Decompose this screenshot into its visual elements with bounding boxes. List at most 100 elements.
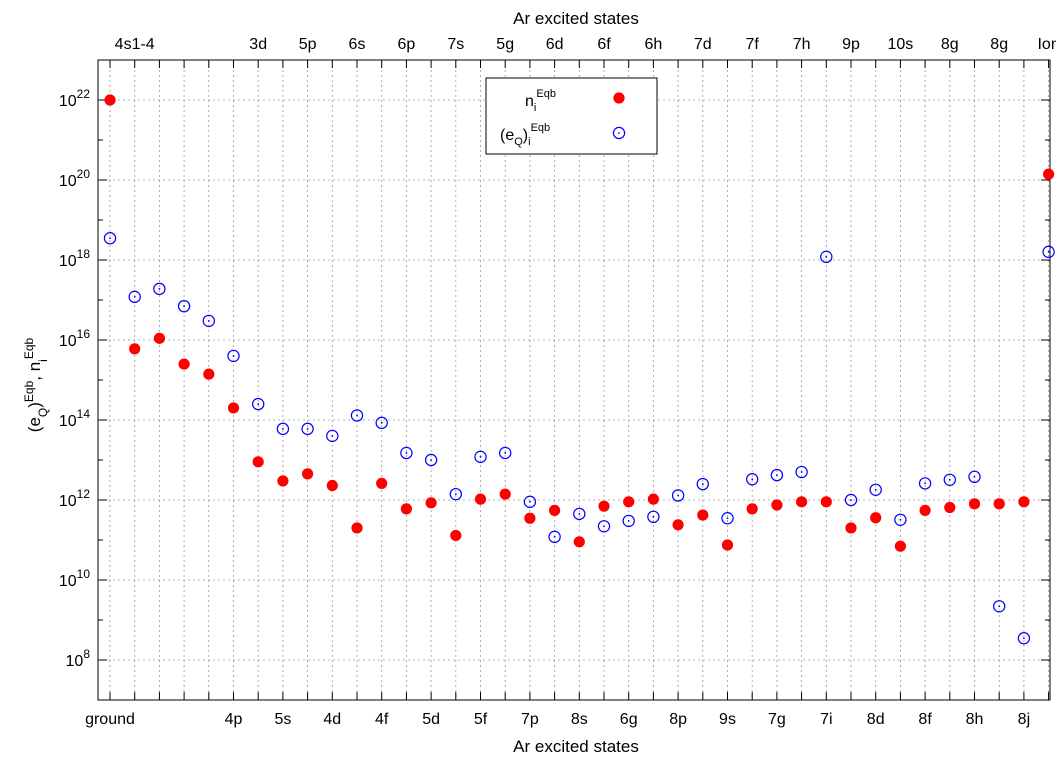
data-point-n [968, 498, 981, 510]
data-point-n [104, 94, 116, 106]
data-point-e-center [751, 478, 754, 481]
data-point-e [894, 513, 907, 526]
bottom-tick-label: 9s [719, 711, 736, 728]
data-point-e-center [183, 305, 186, 308]
data-point-e [795, 465, 808, 479]
bottom-tick-label: 8s [571, 711, 588, 728]
top-tick-label: 7d [694, 36, 712, 53]
top-tick-labels: 4s1-4 3d 5p 6s 6p 7s 5g 6d 6f 6h 7d 7f 7h 9p 10s 8g 8g Io… [115, 36, 1056, 53]
data-point-n [919, 504, 931, 516]
data-point-e [252, 397, 265, 411]
data-point-e [622, 514, 635, 528]
data-point-n [598, 500, 610, 512]
data-point-e-center [109, 237, 111, 240]
data-point-e [153, 282, 166, 296]
data-point-e-center [380, 421, 383, 424]
data-point-e-center [726, 517, 729, 520]
data-point-e [647, 510, 660, 524]
top-tick-label: 6h [645, 36, 663, 53]
bottom-tick-labels: ground 4p 5s 4d 4f 5d 5f 7p 8s 6g 8p 9s 7g 7i 8d 8f 8h 8j [85, 711, 1030, 728]
top-tick-label: 5g [496, 36, 514, 53]
data-point-n [771, 499, 783, 511]
data-point-e [177, 299, 191, 313]
grid-lines [98, 60, 1050, 700]
data-point-n [425, 497, 437, 509]
top-tick-label: 6s [349, 36, 366, 53]
data-point-e-center [504, 452, 507, 454]
data-point-e [449, 487, 462, 501]
series-n-eqb [104, 94, 1055, 552]
data-point-n [746, 503, 758, 515]
data-point-e-center [133, 295, 136, 298]
data-point-e-center [973, 475, 976, 478]
data-point-e [696, 477, 710, 491]
y-tick-label: 1020 [59, 167, 90, 190]
bottom-tick-label: 8f [918, 711, 932, 728]
data-point-e [844, 493, 858, 507]
data-point-e [671, 489, 685, 502]
data-point-e [770, 468, 784, 482]
top-tick-label: 7f [746, 36, 760, 53]
data-point-e-center [356, 414, 358, 417]
bottom-tick-label: 4f [375, 711, 389, 728]
series-eq-eqb [103, 232, 1055, 645]
data-point-e [128, 290, 141, 304]
data-point-n [1018, 496, 1030, 508]
data-point-e-center [430, 459, 432, 461]
data-point-e [375, 416, 388, 430]
data-point-n [623, 496, 635, 508]
data-point-n [721, 539, 734, 551]
data-point-n [894, 540, 907, 552]
bottom-tick-label: 8p [669, 711, 687, 728]
data-point-n [376, 477, 388, 490]
bottom-tick-label: 5d [422, 711, 440, 728]
legend-marker-e [612, 126, 626, 140]
top-tick-label: 7s [447, 36, 464, 53]
data-point-n [993, 498, 1005, 510]
data-point-n [129, 343, 141, 355]
data-point-e [400, 446, 413, 460]
top-tick-label: 6p [398, 36, 416, 53]
data-point-e-center [232, 355, 235, 357]
data-point-e-center [627, 520, 630, 522]
top-tick-label: 6f [597, 36, 611, 53]
data-point-e [1017, 632, 1031, 645]
data-point-e-center [553, 535, 556, 538]
data-point-n [450, 529, 462, 542]
data-point-e [202, 314, 215, 328]
data-point-e [227, 349, 240, 363]
data-point-n [252, 456, 264, 468]
legend-marker-e-dot [618, 132, 620, 134]
top-axis-title: Ar excited states [513, 9, 639, 28]
data-point-e [1042, 245, 1055, 259]
data-point-n [944, 501, 956, 514]
y-tick-labels: 108 1010 1012 1014 1016 1018 1020 1022 [59, 87, 90, 670]
data-point-e [523, 495, 537, 509]
legend: niEqb (eQ)iEqb [485, 77, 658, 155]
data-point-e [276, 422, 290, 436]
data-point-e-center [331, 435, 334, 437]
data-point-e-center [924, 482, 926, 485]
bottom-tick-label: 8d [867, 711, 885, 728]
x-axis-title: Ar excited states [513, 737, 639, 756]
data-point-n [326, 479, 338, 492]
data-point-e-center [454, 493, 457, 496]
axis-ticks [98, 59, 1050, 701]
y-tick-label: 1012 [59, 487, 90, 510]
data-point-e-center [1047, 250, 1050, 253]
data-point-e-center [529, 500, 531, 503]
data-point-e-center [776, 474, 778, 476]
data-point-e [968, 470, 981, 484]
data-point-e-center [1023, 637, 1025, 640]
data-point-e [474, 450, 487, 464]
data-point-e-center [899, 518, 902, 521]
data-point-e [424, 453, 438, 467]
data-point-e-center [825, 255, 828, 258]
top-tick-label: 3d [249, 36, 267, 53]
data-point-e-center [998, 605, 1001, 608]
data-point-e-center [405, 452, 408, 454]
data-point-n [1043, 168, 1055, 180]
bottom-tick-label: 5s [274, 711, 291, 728]
top-tick-label: 9p [842, 36, 860, 53]
